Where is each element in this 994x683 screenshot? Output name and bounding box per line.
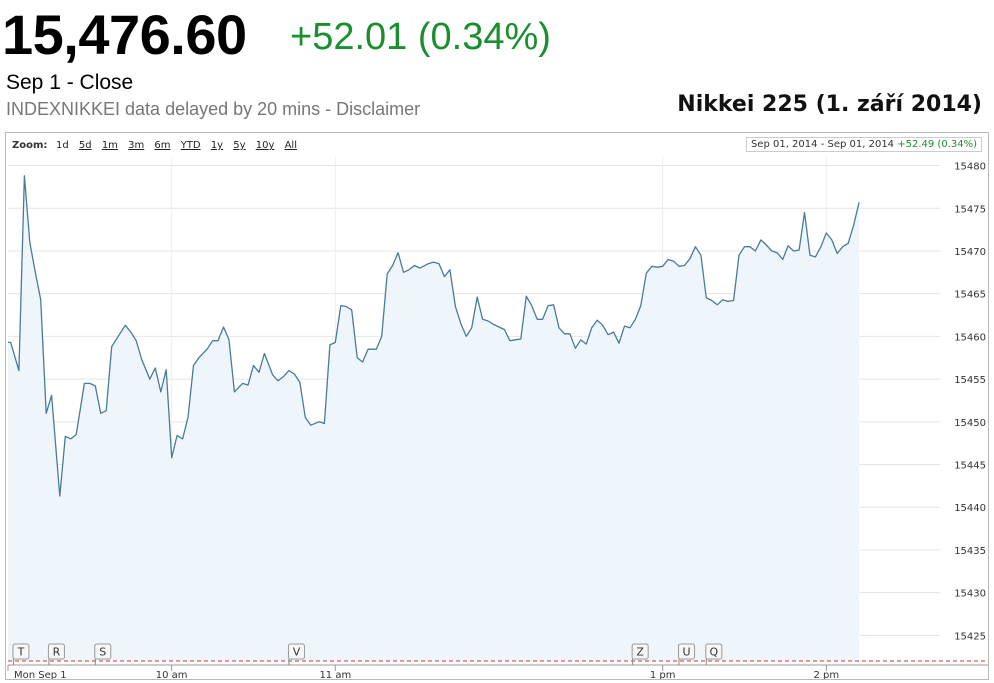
- chart-toolbar: Zoom: 1d 5d 1m 3m 6m YTD 1y 5y 10y All S…: [6, 133, 988, 157]
- zoom-5y[interactable]: 5y: [233, 140, 246, 151]
- y-tick-label: 15455: [954, 375, 986, 386]
- y-tick-label: 15445: [954, 461, 986, 472]
- news-marker-label: U: [683, 646, 691, 659]
- y-tick-label: 15460: [954, 332, 986, 343]
- x-tick-label: 2 pm: [814, 670, 840, 679]
- news-marker-label: Z: [636, 646, 644, 659]
- news-marker-flag: [12, 643, 30, 660]
- y-tick-label: 15430: [954, 589, 986, 600]
- chart-panel: Zoom: 1d 5d 1m 3m 6m YTD 1y 5y 10y All S…: [5, 132, 989, 680]
- zoom-5d[interactable]: 5d: [78, 140, 92, 151]
- zoom-1y[interactable]: 1y: [210, 140, 224, 151]
- news-marker-flag: [705, 643, 723, 660]
- y-tick-label: 15465: [954, 290, 986, 301]
- last-price: 15,476.60: [2, 3, 247, 66]
- y-tick-label: 15470: [954, 247, 986, 258]
- chart-caption: Nikkei 225 (1. září 2014): [677, 92, 982, 117]
- x-tick-label: 11 am: [319, 670, 351, 679]
- news-marker-flag: [94, 643, 112, 660]
- y-tick-label: 15435: [954, 546, 986, 557]
- news-marker-label: V: [293, 646, 301, 659]
- area-fill: [8, 175, 860, 662]
- price-line: [8, 175, 860, 497]
- news-marker-label: R: [53, 646, 61, 659]
- range-start: Sep 01, 2014: [750, 139, 818, 150]
- y-tick-label: 15475: [954, 204, 986, 215]
- y-tick-label: 15450: [954, 418, 986, 429]
- zoom-options: 1d 5d 1m 3m 6m YTD 1y 5y 10y All: [56, 140, 304, 151]
- zoom-10y[interactable]: 10y: [255, 140, 275, 151]
- close-label: Sep 1 - Close: [6, 71, 134, 94]
- zoom-ytd[interactable]: YTD: [180, 140, 201, 151]
- range-end: Sep 01, 2014: [827, 139, 895, 150]
- x-tick-label: Mon Sep 1: [14, 670, 67, 679]
- y-tick-label: 15440: [954, 503, 986, 514]
- zoom-1m[interactable]: 1m: [101, 140, 118, 151]
- news-marker-flag: [287, 643, 305, 660]
- date-range: Sep 01, 2014 - Sep 01, 2014 +52.49 (0.34…: [745, 137, 982, 152]
- data-disclaimer[interactable]: INDEXNIKKEI data delayed by 20 mins - Di…: [6, 99, 421, 119]
- range-separator: -: [820, 139, 825, 150]
- x-tick-label: 10 am: [156, 670, 188, 679]
- zoom-3m[interactable]: 3m: [128, 140, 145, 151]
- zoom-1d[interactable]: 1d: [56, 140, 69, 151]
- y-tick-label: 15480: [954, 162, 986, 173]
- news-marker-label: T: [17, 646, 25, 659]
- news-marker-label: S: [99, 646, 106, 659]
- news-marker-flag: [678, 643, 696, 660]
- y-tick-label: 15425: [954, 631, 986, 642]
- news-marker-flag: [47, 643, 65, 660]
- price-change: +52.01 (0.34%): [290, 16, 551, 58]
- price-chart[interactable]: 15425 15430 15435 15440 15445 15450 15455 15460…: [6, 133, 988, 679]
- zoom-6m[interactable]: 6m: [154, 140, 171, 151]
- zoom-label: Zoom:: [12, 140, 48, 151]
- x-tick-label: 1 pm: [650, 670, 676, 679]
- zoom-all[interactable]: All: [284, 140, 297, 151]
- news-marker-flag: [631, 643, 649, 660]
- news-marker-label: Q: [709, 646, 718, 659]
- range-change: +52.49 (0.34%): [897, 139, 977, 150]
